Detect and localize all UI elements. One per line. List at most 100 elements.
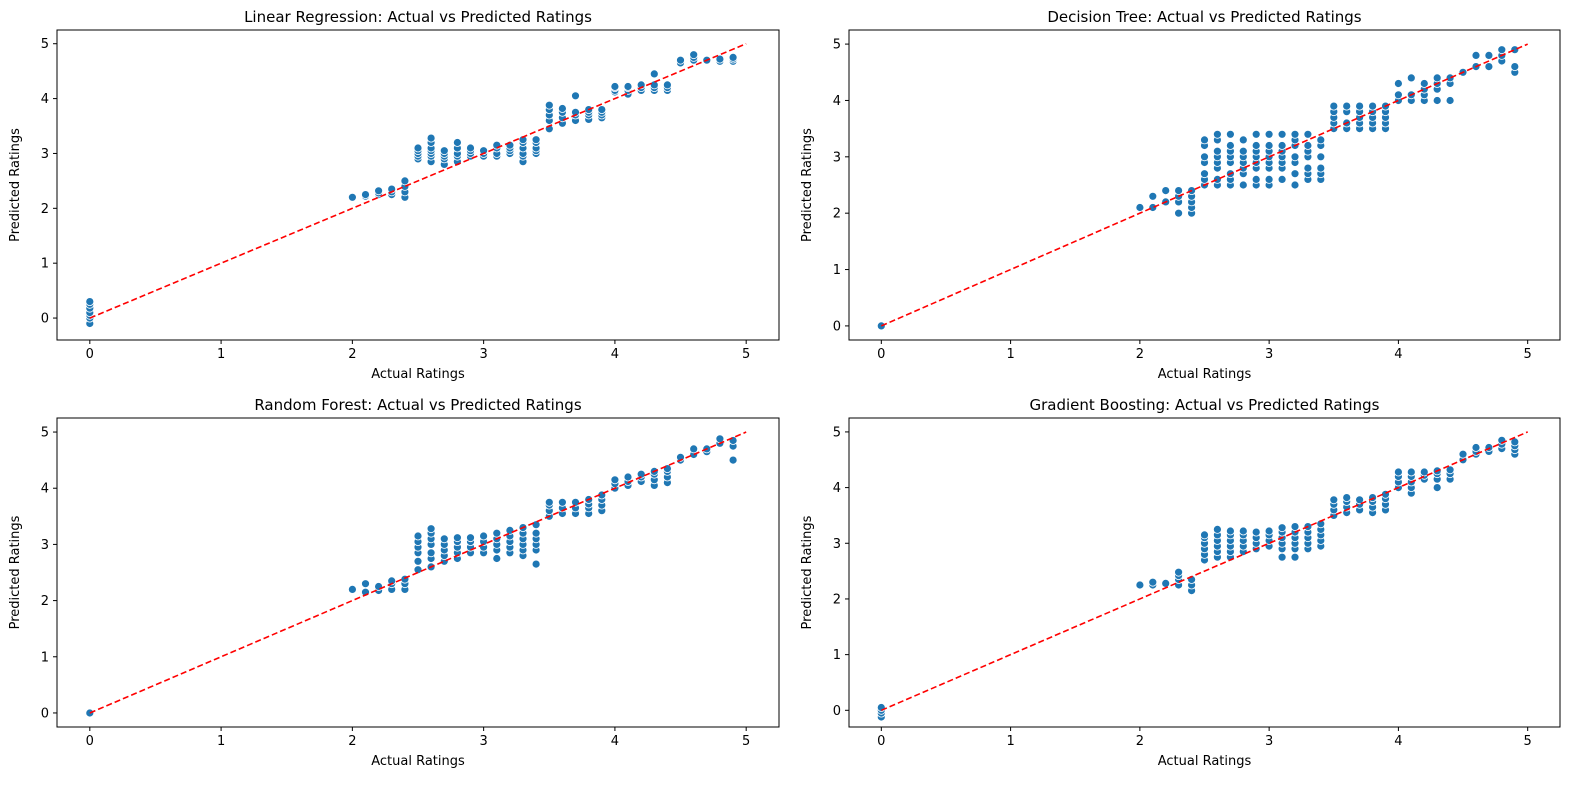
scatter-point xyxy=(1174,186,1183,196)
identity-line xyxy=(880,43,1529,327)
scatter-point xyxy=(1484,62,1494,71)
scatter-point xyxy=(466,143,475,153)
plot-frame xyxy=(848,417,1561,728)
scatter-point xyxy=(1484,51,1494,60)
plot-frame xyxy=(56,29,780,341)
scatter-point xyxy=(505,526,515,535)
x-axis-label: Actual Ratings xyxy=(371,754,465,769)
y-tick-label: 2 xyxy=(833,207,841,222)
scatter-point xyxy=(439,146,449,156)
y-tick-label: 2 xyxy=(41,594,49,609)
scatter-point xyxy=(1394,90,1403,100)
scatter-point xyxy=(452,533,462,543)
scatter-point xyxy=(492,554,502,563)
scatter-point xyxy=(1226,141,1235,150)
scatter-point xyxy=(610,82,620,91)
subplot-1: Linear Regression: Actual vs Predicted R… xyxy=(8,8,780,382)
scatter-point xyxy=(1471,443,1481,452)
y-tick-label: 4 xyxy=(833,481,841,496)
scatter-point xyxy=(876,703,886,712)
subplot-title: Gradient Boosting: Actual vs Predicted R… xyxy=(1030,396,1380,414)
x-tick-label: 4 xyxy=(1394,734,1402,749)
x-tick-label: 1 xyxy=(217,734,225,749)
scatter-point xyxy=(689,444,699,454)
scatter-point xyxy=(1277,141,1287,150)
scatter-points xyxy=(876,435,1520,722)
y-tick-label: 4 xyxy=(41,482,49,497)
scatter-point xyxy=(1264,141,1274,150)
subplot-2: Decision Tree: Actual vs Predicted Ratin… xyxy=(800,8,1561,382)
scatter-point xyxy=(1445,96,1455,105)
scatter-point xyxy=(728,436,738,445)
scatter-point xyxy=(1277,552,1287,562)
scatter-point xyxy=(1316,152,1326,162)
y-tick-label: 1 xyxy=(41,257,49,272)
scatter-point xyxy=(1264,174,1274,184)
scatter-point xyxy=(413,143,423,153)
x-tick-label: 4 xyxy=(611,734,619,749)
scatter-point xyxy=(413,565,423,575)
subplot-title: Linear Regression: Actual vs Predicted R… xyxy=(244,8,592,26)
scatter-point xyxy=(1213,129,1222,139)
scatter-point xyxy=(1432,73,1442,83)
scatter-point xyxy=(1277,174,1287,184)
scatter-point xyxy=(1238,526,1248,536)
scatter-point xyxy=(558,497,567,507)
scatter-point xyxy=(1432,96,1442,105)
scatter-point xyxy=(1303,129,1313,139)
x-tick-label: 5 xyxy=(1524,734,1532,749)
scatter-point xyxy=(1226,526,1235,536)
x-tick-label: 0 xyxy=(86,734,94,749)
plot-frame xyxy=(56,417,780,728)
scatter-point xyxy=(1200,135,1209,145)
scatter-point xyxy=(1213,146,1222,156)
scatter-point xyxy=(1200,169,1209,179)
x-axis-label: Actual Ratings xyxy=(1158,367,1252,382)
y-axis-label: Predicted Ratings xyxy=(8,128,23,242)
scatter-point xyxy=(649,69,659,79)
scatter-point xyxy=(1264,129,1274,139)
y-tick-label: 1 xyxy=(833,648,841,663)
x-tick-label: 5 xyxy=(742,734,750,749)
scatter-point xyxy=(1161,579,1171,588)
scatter-point xyxy=(1290,129,1300,139)
scatter-point xyxy=(571,107,580,117)
x-tick-label: 4 xyxy=(611,347,619,362)
y-axis-label: Predicted Ratings xyxy=(8,515,23,629)
scatter-point xyxy=(1290,180,1300,190)
scatter-point xyxy=(413,556,423,566)
scatter-point xyxy=(1510,45,1520,55)
y-tick-label: 4 xyxy=(833,94,841,109)
scatter-point xyxy=(676,55,685,65)
scatter-point xyxy=(85,708,95,718)
scatter-point xyxy=(1251,174,1261,184)
x-axis-label: Actual Ratings xyxy=(1158,754,1252,769)
scatter-point xyxy=(558,104,567,113)
y-tick-label: 5 xyxy=(833,425,841,440)
subplot-title: Decision Tree: Actual vs Predicted Ratin… xyxy=(1047,8,1361,26)
scatter-point xyxy=(1226,129,1235,139)
plot-frame xyxy=(848,29,1561,341)
x-tick-label: 1 xyxy=(1006,734,1014,749)
scatter-point xyxy=(531,559,541,569)
scatter-point xyxy=(426,548,436,558)
scatter-point xyxy=(1303,163,1313,173)
subplot-3: Random Forest: Actual vs Predicted Ratin… xyxy=(8,396,780,769)
scatter-point xyxy=(1510,62,1520,71)
x-tick-label: 4 xyxy=(1394,347,1402,362)
y-tick-label: 3 xyxy=(41,538,49,553)
scatter-point xyxy=(1135,580,1145,590)
scatter-point xyxy=(1290,552,1300,562)
x-axis-label: Actual Ratings xyxy=(371,367,465,382)
scatter-points xyxy=(85,434,738,718)
scatter-point xyxy=(876,321,886,331)
y-tick-label: 4 xyxy=(41,92,49,107)
scatter-point xyxy=(1213,525,1222,534)
scatter-point xyxy=(374,186,384,196)
y-tick-label: 0 xyxy=(833,704,841,719)
scatter-point xyxy=(623,82,633,91)
scatter-point xyxy=(1355,101,1364,111)
scatter-point xyxy=(1329,495,1339,505)
x-tick-label: 3 xyxy=(1265,734,1273,749)
scatter-point xyxy=(544,497,554,507)
